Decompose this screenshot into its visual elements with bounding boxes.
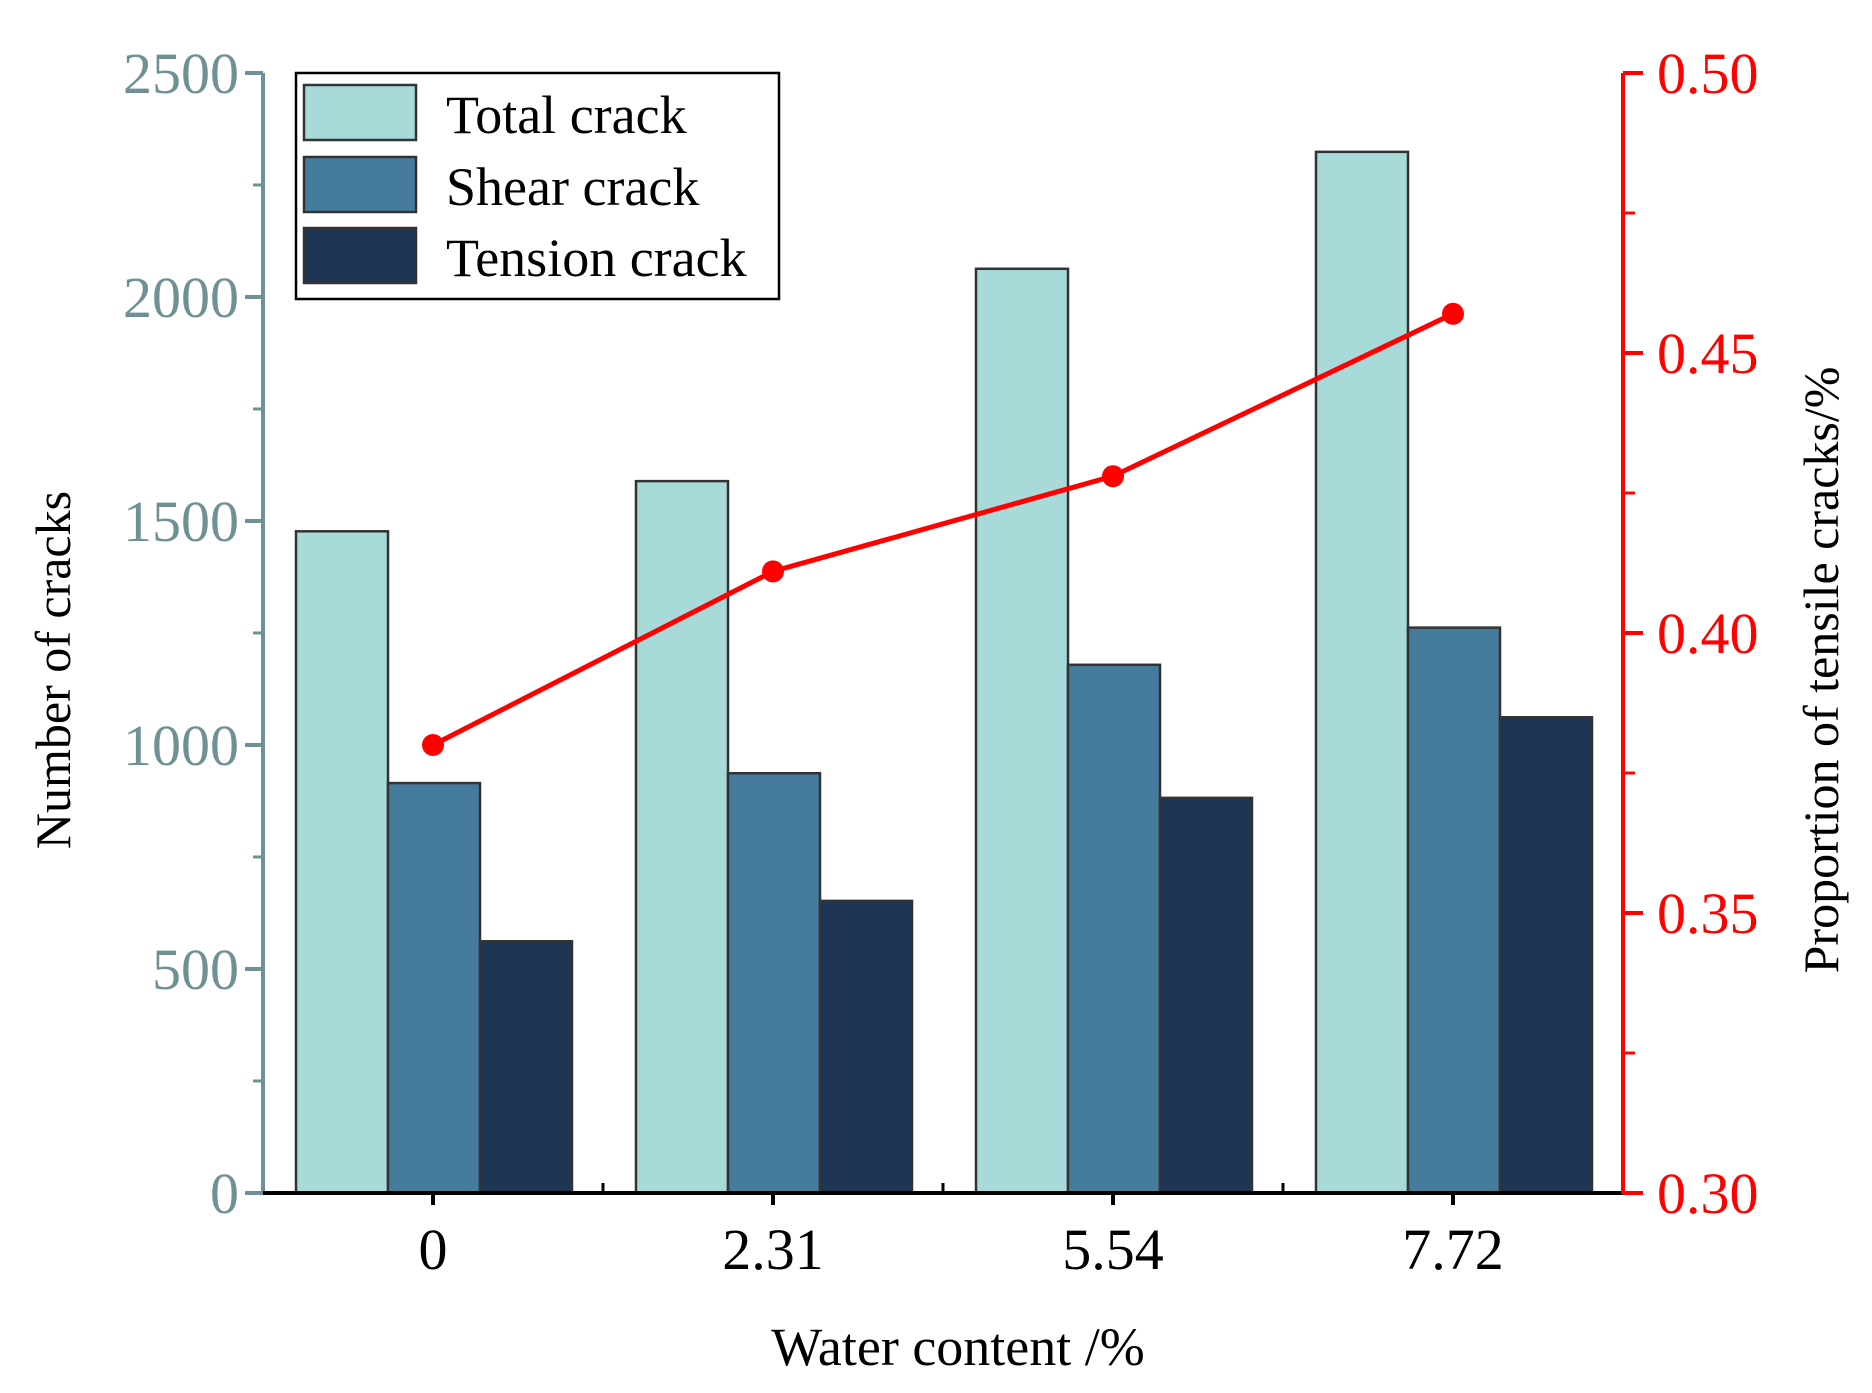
bar-total-0 xyxy=(294,530,390,1195)
legend-label-tension: Tension crack xyxy=(446,228,747,288)
bar-tension-1 xyxy=(818,899,914,1195)
x-axis-ticks: 0 2.31 5.54 7.72 xyxy=(419,1183,1504,1282)
left-tick-label-3: 1500 xyxy=(123,489,239,554)
x-tick-label-2: 5.54 xyxy=(1062,1217,1164,1282)
bar-group xyxy=(294,150,1594,1195)
bar-shear-3 xyxy=(1406,626,1502,1195)
x-tick-label-0: 0 xyxy=(419,1217,448,1282)
legend-item-shear: Shear crack xyxy=(302,155,699,217)
left-tick-label-4: 2000 xyxy=(123,265,239,330)
x-tick-label-1: 2.31 xyxy=(722,1217,824,1282)
left-y-axis-ticks: 0 500 1000 1500 2000 2500 xyxy=(123,41,263,1226)
legend-label-shear: Shear crack xyxy=(446,157,699,217)
tensile-proportion-line xyxy=(431,311,1455,748)
y-axis-title: Number of cracks xyxy=(25,491,81,849)
right-tick-label-3: 0.45 xyxy=(1657,321,1759,386)
line-series-layer xyxy=(422,302,1464,756)
bar-shear-0 xyxy=(386,781,482,1195)
bar-tension-3 xyxy=(1498,715,1594,1195)
legend: Total crack Shear crack Tension crack xyxy=(294,71,781,301)
bar-total-1 xyxy=(634,479,730,1195)
right-tick-label-2: 0.40 xyxy=(1657,601,1759,666)
y2-axis-title: Proportion of tensile cracks/% xyxy=(1793,367,1849,974)
bar-total-3 xyxy=(1314,150,1410,1195)
left-tick-label-0: 0 xyxy=(210,1161,239,1226)
bar-tension-0 xyxy=(478,939,574,1195)
tensile-proportion-point-1 xyxy=(762,560,784,583)
right-tick-label-1: 0.35 xyxy=(1657,881,1759,946)
legend-item-tension: Tension crack xyxy=(302,226,747,288)
x-axis-title: Water content /% xyxy=(771,1317,1145,1377)
left-tick-label-1: 500 xyxy=(152,937,239,1002)
legend-label-total: Total crack xyxy=(446,85,687,145)
right-tick-label-4: 0.50 xyxy=(1657,41,1759,106)
left-tick-label-5: 2500 xyxy=(123,41,239,106)
legend-swatch-tension xyxy=(302,226,418,285)
tensile-proportion-point-0 xyxy=(422,734,444,756)
bar-total-2 xyxy=(974,267,1070,1195)
legend-item-total: Total crack xyxy=(302,83,687,145)
legend-swatch-shear xyxy=(302,155,418,214)
tensile-proportion-point-3 xyxy=(1442,302,1464,325)
left-tick-label-2: 1000 xyxy=(123,713,239,778)
bar-shear-1 xyxy=(726,771,822,1195)
bar-shear-2 xyxy=(1066,663,1162,1195)
tensile-proportion-point-2 xyxy=(1102,465,1124,488)
bar-tension-2 xyxy=(1158,796,1254,1195)
right-y-axis-ticks: 0.30 0.35 0.40 0.45 0.50 xyxy=(1623,41,1759,1226)
right-tick-label-0: 0.30 xyxy=(1657,1161,1759,1226)
legend-swatch-total xyxy=(302,83,418,142)
x-tick-label-3: 7.72 xyxy=(1402,1217,1504,1282)
